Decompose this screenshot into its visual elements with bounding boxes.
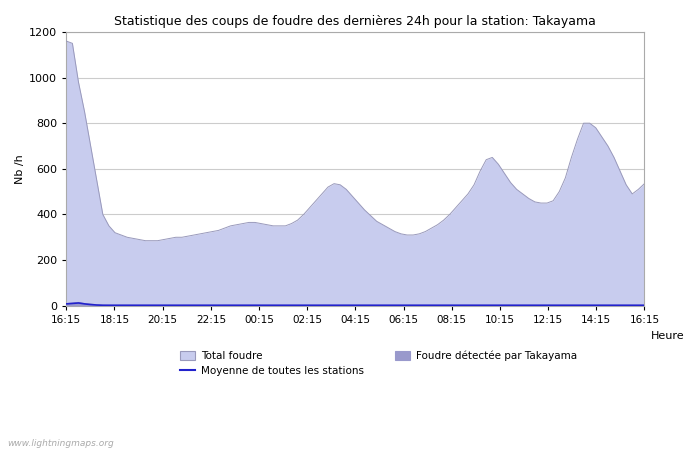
Text: Heure: Heure <box>652 331 685 341</box>
Text: www.lightningmaps.org: www.lightningmaps.org <box>7 439 113 448</box>
Y-axis label: Nb /h: Nb /h <box>15 154 25 184</box>
Title: Statistique des coups de foudre des dernières 24h pour la station: Takayama: Statistique des coups de foudre des dern… <box>114 15 596 28</box>
Legend: Total foudre, Moyenne de toutes les stations, Foudre détectée par Takayama: Total foudre, Moyenne de toutes les stat… <box>176 346 581 381</box>
